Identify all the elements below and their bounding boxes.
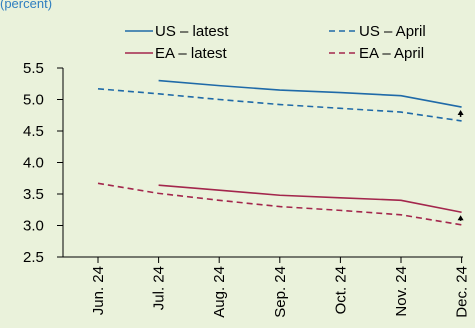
x-tick-label: Oct. 24 [332,266,349,314]
legend: US – latest US – April EA – latest EA – Apr… [125,23,426,62]
legend-label: US – April [359,23,426,40]
y-tick-label: 5.5 [23,60,44,77]
legend-label: EA – April [359,45,424,62]
y-tick-label: 2.5 [23,249,44,266]
chart-note: (percent) [0,0,53,11]
x-tick-label: Jul. 24 [151,266,168,310]
x-tick-label: Sep. 24 [272,266,289,318]
series-lines [97,79,462,226]
series-line-3 [158,184,462,214]
y-tick-label: 4.0 [23,155,44,172]
change-arrow-head [457,215,464,221]
x-tick-label: Nov. 24 [393,266,410,317]
y-tick-label: 5.0 [23,92,44,109]
change-arrows [457,110,464,221]
series-line-2 [97,87,462,122]
y-tick-label: 3.5 [23,186,44,203]
axes: 2.5 3.0 3.5 4.0 4.5 5.0 5.5 Jun. 24 Jul. 24 Aug. … [23,60,471,318]
series-line-1 [158,79,462,108]
x-tick-label: Jun. 24 [90,266,107,315]
legend-label: EA – latest [155,45,228,62]
legend-label: US – latest [155,23,229,40]
x-tick-label: Aug. 24 [211,266,228,318]
y-tick-label: 4.5 [23,123,44,140]
series-line-4 [97,182,462,226]
y-tick-label: 3.0 [23,218,44,235]
change-arrow-head [457,110,464,116]
x-tick-label: Dec. 24 [454,266,471,318]
